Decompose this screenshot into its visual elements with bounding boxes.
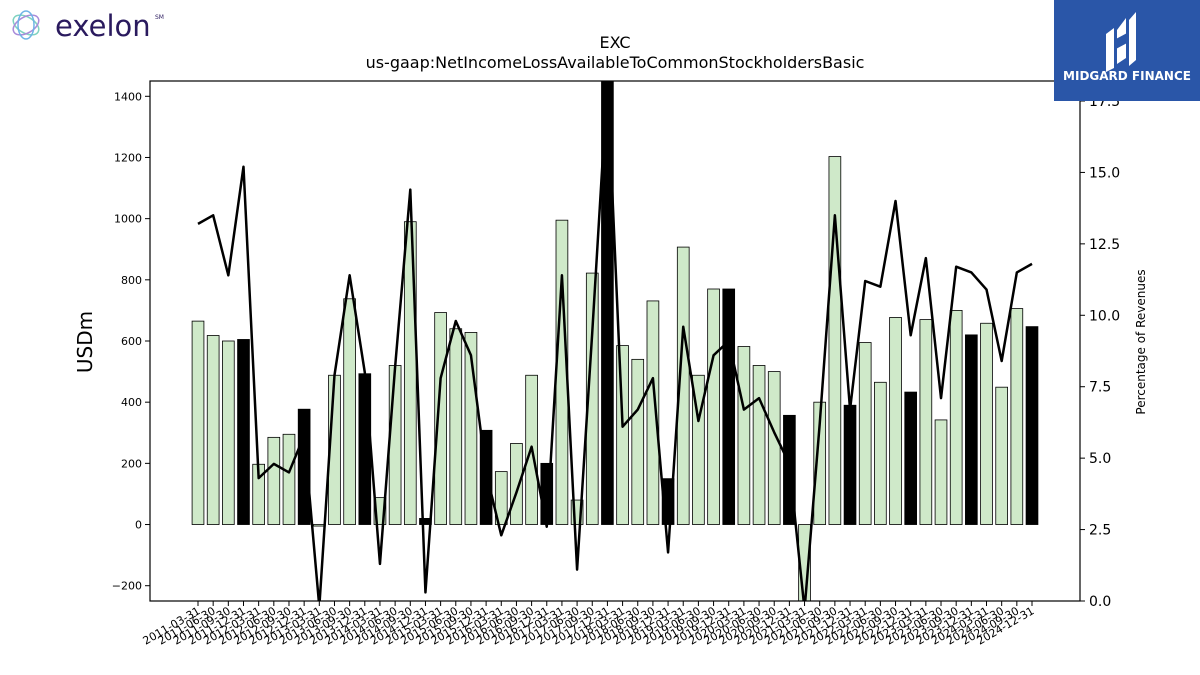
bar — [813, 401, 827, 525]
bar — [737, 346, 751, 525]
bar — [904, 391, 918, 525]
bar — [206, 335, 220, 525]
exelon-logo: exelon SM — [5, 4, 175, 48]
bar — [965, 334, 978, 525]
y-tick-label: 1200 — [114, 151, 142, 164]
bar — [889, 317, 902, 525]
bar — [616, 345, 629, 525]
y2-tick-label: 15.0 — [1089, 165, 1120, 181]
bar — [692, 374, 705, 525]
bar — [464, 332, 478, 525]
bar — [919, 319, 933, 525]
exelon-wordmark: exelon — [55, 9, 151, 43]
bar — [585, 272, 599, 525]
chart-title: EXC — [599, 33, 630, 52]
bar — [267, 436, 281, 525]
bar-series — [191, 81, 1039, 601]
bar — [980, 322, 993, 525]
bar — [934, 419, 948, 525]
bar — [631, 358, 645, 525]
midgard-wordmark: MIDGARD FINANCE — [1063, 69, 1191, 83]
bar — [707, 288, 720, 525]
y-tick-label: −200 — [112, 580, 142, 593]
percentage-line — [197, 81, 1033, 601]
y2-tick-label: 10.0 — [1089, 308, 1120, 324]
y2-tick-label: 7.5 — [1089, 380, 1111, 396]
bar — [343, 298, 356, 525]
bar — [434, 312, 447, 525]
bar — [570, 499, 584, 525]
y-tick-label: 200 — [121, 457, 142, 470]
bar — [297, 408, 311, 525]
bar — [222, 340, 235, 525]
bar — [828, 156, 842, 525]
exelon-service-mark: SM — [155, 14, 164, 21]
bar — [449, 328, 463, 525]
y-axis-label: USDm — [73, 311, 97, 373]
y-tick-label: 600 — [121, 335, 142, 348]
bar — [858, 342, 872, 525]
bar — [843, 404, 857, 525]
midgard-monogram-icon — [1106, 12, 1136, 72]
bar — [358, 373, 372, 525]
y-tick-label: 0 — [135, 519, 142, 532]
bar — [767, 371, 781, 525]
y2-tick-label: 5.0 — [1089, 451, 1111, 467]
bar — [282, 433, 296, 525]
bar — [874, 381, 887, 525]
bar — [191, 320, 205, 525]
y-tick-label: 400 — [121, 396, 142, 409]
bar — [373, 497, 387, 525]
bar — [676, 246, 690, 525]
plot-area: −200 0 200 400 600 800 1000 1200 1400 0.0 2.5 5.0 7.… — [112, 80, 1120, 648]
bar — [646, 300, 660, 525]
bar — [1010, 308, 1024, 525]
chart-subtitle: us-gaap:NetIncomeLossAvailableToCommonSt… — [366, 53, 865, 72]
bar — [661, 478, 675, 525]
y2-tick-label: 2.5 — [1089, 523, 1111, 539]
bar — [388, 365, 402, 525]
bar — [510, 443, 523, 525]
bar — [722, 288, 736, 525]
y-tick-label: 1400 — [114, 90, 142, 103]
bar — [601, 81, 614, 525]
line-series — [197, 81, 1033, 601]
exelon-flower-icon — [12, 10, 40, 40]
bar — [494, 471, 508, 525]
bar — [995, 386, 1008, 525]
bar — [237, 339, 250, 525]
midgard-finance-logo: MIDGARD FINANCE — [1054, 0, 1200, 101]
y-tick-label: 1000 — [114, 213, 142, 226]
y2-axis-label: Percentage of Revenues — [1134, 269, 1148, 414]
bar — [949, 310, 963, 525]
y2-tick-label: 12.5 — [1089, 237, 1120, 253]
y-tick-label: 800 — [121, 274, 142, 287]
bar — [752, 365, 766, 525]
y2-tick-label: 0.0 — [1089, 594, 1111, 610]
bar — [1025, 326, 1039, 525]
